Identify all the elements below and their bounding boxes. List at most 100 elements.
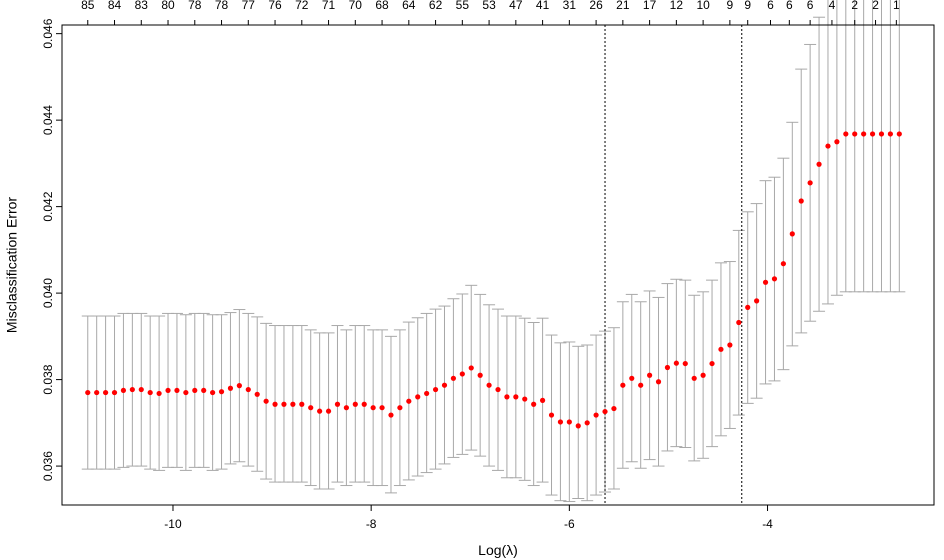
data-point [201,387,207,394]
data-point [370,405,376,411]
top-tick-label: 71 [322,0,336,12]
data-point [557,419,564,425]
data-point [450,375,457,381]
y-tick-label: 0.042 [41,191,55,221]
data-point [602,408,608,415]
data-point [825,143,831,149]
top-axis: 85 84 83 80 78 78 77 76 72 71 70 68 64 62 55 53 47 41 31 26… [81,0,900,25]
top-tick-label: 17 [643,0,657,12]
data-point [834,139,840,145]
top-tick-label: 12 [670,0,684,12]
data-point [379,405,385,411]
data-point [263,398,269,404]
data-point [343,405,349,411]
top-tick-label: 41 [536,0,550,12]
data-point [736,319,742,326]
data-point [227,385,234,391]
y-tick-label: 0.044 [41,105,55,135]
data-point [174,387,180,394]
top-tick-label: 55 [456,0,470,12]
top-tick-label: 4 [829,0,836,12]
data-point [531,401,537,407]
top-tick-label: 83 [135,0,149,12]
data-point [129,386,135,393]
x-tick-label: -4 [762,517,773,531]
top-tick-label: 6 [807,0,814,12]
data-point [406,398,412,404]
top-tick-label: 26 [589,0,603,12]
data-point [290,401,296,407]
top-tick-label: 1 [893,0,900,12]
top-tick-label: 78 [188,0,202,12]
data-point [780,261,786,267]
data-point [682,360,688,367]
top-tick-label: 62 [429,0,443,12]
data-point [317,408,323,414]
data-point [459,371,465,377]
data-point [361,401,367,407]
top-tick-label: 21 [616,0,630,12]
top-tick-label: 2 [872,0,879,12]
top-tick-label: 68 [375,0,389,12]
errorbar [572,345,585,500]
top-tick-label: 9 [727,0,734,12]
top-tick-label: 76 [268,0,282,12]
top-tick-label: 64 [402,0,416,12]
top-tick-label: 77 [242,0,256,12]
data-point [869,131,876,137]
data-point [504,394,510,400]
y-axis: 0.036 0.038 0.040 0.042 0.044 0.046 [41,18,62,481]
data-point [218,389,225,395]
data-point [638,382,644,388]
top-tick-label: 2 [851,0,858,12]
data-point [513,394,519,400]
data-point [486,382,492,388]
x-axis: -10 -8 -6 -4 [164,505,773,531]
data-point [308,405,314,411]
data-point [673,360,679,366]
reference-lines-group [604,25,743,505]
data-point [807,180,813,186]
data-point [138,386,144,393]
y-tick-label: 0.038 [41,364,55,394]
data-point [798,198,804,204]
data-point [745,304,751,310]
data-point [539,397,546,403]
data-point [432,386,439,393]
data-point [789,231,795,237]
data-point [397,405,403,411]
data-point [334,401,341,407]
data-point [165,387,171,394]
data-point [593,412,599,418]
data-point [548,412,555,418]
x-axis-label: Log(λ) [478,542,518,558]
data-point [120,387,127,394]
data-point [388,412,394,418]
plot-frame [61,24,935,506]
top-tick-label: 80 [161,0,175,12]
data-point [85,389,91,396]
data-point [816,161,822,167]
data-point [245,386,251,393]
data-point [584,420,590,426]
y-tick-label: 0.036 [41,451,55,481]
top-tick-label: 84 [108,0,122,12]
data-point [147,389,153,396]
data-point [852,131,858,137]
data-point [192,387,198,394]
data-point [709,360,715,367]
data-point [183,389,189,396]
data-point [620,382,626,388]
top-tick-label: 6 [767,0,774,12]
data-point [664,364,671,371]
data-point [655,379,662,385]
data-point [325,408,332,414]
data-point [111,389,118,396]
data-point [754,298,760,304]
top-tick-label: 70 [349,0,363,12]
data-point [477,372,483,378]
data-point [352,401,358,407]
